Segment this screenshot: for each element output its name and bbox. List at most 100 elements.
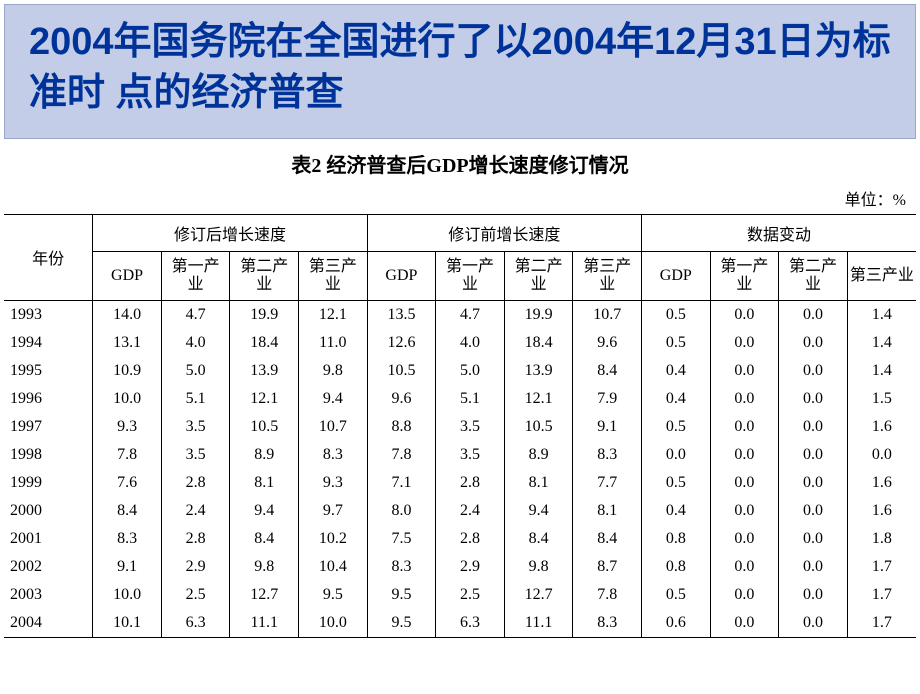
cell-value: 1.7 — [847, 609, 916, 638]
header-ind3: 第三产业 — [847, 251, 916, 301]
cell-year: 1996 — [4, 385, 93, 413]
cell-value: 0.0 — [779, 301, 848, 330]
cell-year: 1993 — [4, 301, 93, 330]
cell-value: 0.0 — [779, 413, 848, 441]
header-ind3: 第三产业 — [299, 251, 368, 301]
cell-value: 6.3 — [161, 609, 230, 638]
cell-value: 10.0 — [93, 581, 162, 609]
table-unit: 单位：% — [0, 186, 920, 210]
header-ind2: 第二产业 — [779, 251, 848, 301]
cell-year: 2003 — [4, 581, 93, 609]
cell-value: 4.0 — [436, 329, 505, 357]
cell-value: 0.0 — [779, 497, 848, 525]
cell-value: 5.0 — [161, 357, 230, 385]
cell-value: 9.3 — [93, 413, 162, 441]
table-row: 19979.33.510.510.78.83.510.59.10.50.00.0… — [4, 413, 916, 441]
cell-value: 9.1 — [93, 553, 162, 581]
header-group-revised: 修订后增长速度 — [93, 214, 367, 251]
cell-value: 14.0 — [93, 301, 162, 330]
cell-value: 7.7 — [573, 469, 642, 497]
cell-value: 0.0 — [779, 581, 848, 609]
header-ind2: 第二产业 — [230, 251, 299, 301]
cell-year: 2002 — [4, 553, 93, 581]
cell-value: 0.5 — [642, 301, 711, 330]
cell-year: 1998 — [4, 441, 93, 469]
cell-value: 2.8 — [436, 525, 505, 553]
cell-value: 2.4 — [161, 497, 230, 525]
cell-value: 12.1 — [230, 385, 299, 413]
header-ind1: 第一产业 — [710, 251, 779, 301]
cell-value: 0.0 — [847, 441, 916, 469]
cell-value: 5.1 — [161, 385, 230, 413]
cell-value: 0.5 — [642, 413, 711, 441]
cell-year: 2001 — [4, 525, 93, 553]
cell-value: 2.8 — [161, 525, 230, 553]
cell-value: 7.5 — [367, 525, 436, 553]
cell-value: 6.3 — [436, 609, 505, 638]
header-gdp: GDP — [93, 251, 162, 301]
cell-year: 1999 — [4, 469, 93, 497]
header-ind1: 第一产业 — [436, 251, 505, 301]
cell-value: 13.9 — [230, 357, 299, 385]
cell-value: 0.5 — [642, 581, 711, 609]
cell-value: 8.4 — [93, 497, 162, 525]
cell-value: 7.9 — [573, 385, 642, 413]
cell-value: 7.8 — [93, 441, 162, 469]
cell-value: 12.6 — [367, 329, 436, 357]
table-row: 199510.95.013.99.810.55.013.98.40.40.00.… — [4, 357, 916, 385]
cell-value: 3.5 — [161, 413, 230, 441]
header-group-change: 数据变动 — [642, 214, 916, 251]
cell-value: 7.6 — [93, 469, 162, 497]
slide-title: 2004年国务院在全国进行了以2004年12月31日为标准时 点的经济普查 — [29, 17, 891, 120]
cell-year: 1997 — [4, 413, 93, 441]
cell-value: 2.5 — [161, 581, 230, 609]
cell-year: 2000 — [4, 497, 93, 525]
header-gdp: GDP — [367, 251, 436, 301]
table-body: 199314.04.719.912.113.54.719.910.70.50.0… — [4, 301, 916, 638]
cell-value: 8.7 — [573, 553, 642, 581]
cell-value: 9.4 — [504, 497, 573, 525]
cell-value: 8.0 — [367, 497, 436, 525]
cell-value: 1.4 — [847, 301, 916, 330]
cell-value: 1.4 — [847, 357, 916, 385]
cell-value: 8.4 — [504, 525, 573, 553]
cell-value: 8.3 — [299, 441, 368, 469]
cell-value: 0.0 — [710, 609, 779, 638]
cell-value: 0.0 — [710, 553, 779, 581]
cell-value: 0.4 — [642, 497, 711, 525]
cell-value: 9.5 — [367, 581, 436, 609]
cell-value: 1.6 — [847, 469, 916, 497]
cell-value: 12.7 — [230, 581, 299, 609]
cell-value: 7.8 — [573, 581, 642, 609]
cell-value: 9.3 — [299, 469, 368, 497]
cell-value: 10.7 — [573, 301, 642, 330]
cell-value: 1.5 — [847, 385, 916, 413]
cell-value: 8.1 — [504, 469, 573, 497]
cell-year: 1995 — [4, 357, 93, 385]
cell-value: 10.0 — [299, 609, 368, 638]
cell-value: 3.5 — [161, 441, 230, 469]
cell-value: 2.5 — [436, 581, 505, 609]
cell-value: 0.0 — [710, 329, 779, 357]
cell-value: 8.1 — [573, 497, 642, 525]
cell-value: 9.1 — [573, 413, 642, 441]
cell-value: 4.7 — [161, 301, 230, 330]
cell-value: 8.8 — [367, 413, 436, 441]
table-row: 20008.42.49.49.78.02.49.48.10.40.00.01.6 — [4, 497, 916, 525]
cell-value: 2.4 — [436, 497, 505, 525]
cell-value: 0.5 — [642, 469, 711, 497]
cell-value: 8.4 — [573, 357, 642, 385]
cell-value: 12.1 — [504, 385, 573, 413]
cell-value: 0.0 — [779, 329, 848, 357]
cell-value: 1.6 — [847, 497, 916, 525]
cell-value: 0.0 — [710, 581, 779, 609]
cell-value: 9.8 — [299, 357, 368, 385]
cell-value: 0.0 — [710, 357, 779, 385]
cell-value: 8.3 — [573, 609, 642, 638]
cell-value: 0.0 — [710, 301, 779, 330]
cell-value: 10.0 — [93, 385, 162, 413]
header-group-original: 修订前增长速度 — [367, 214, 641, 251]
cell-value: 0.6 — [642, 609, 711, 638]
cell-value: 8.1 — [230, 469, 299, 497]
cell-value: 12.7 — [504, 581, 573, 609]
